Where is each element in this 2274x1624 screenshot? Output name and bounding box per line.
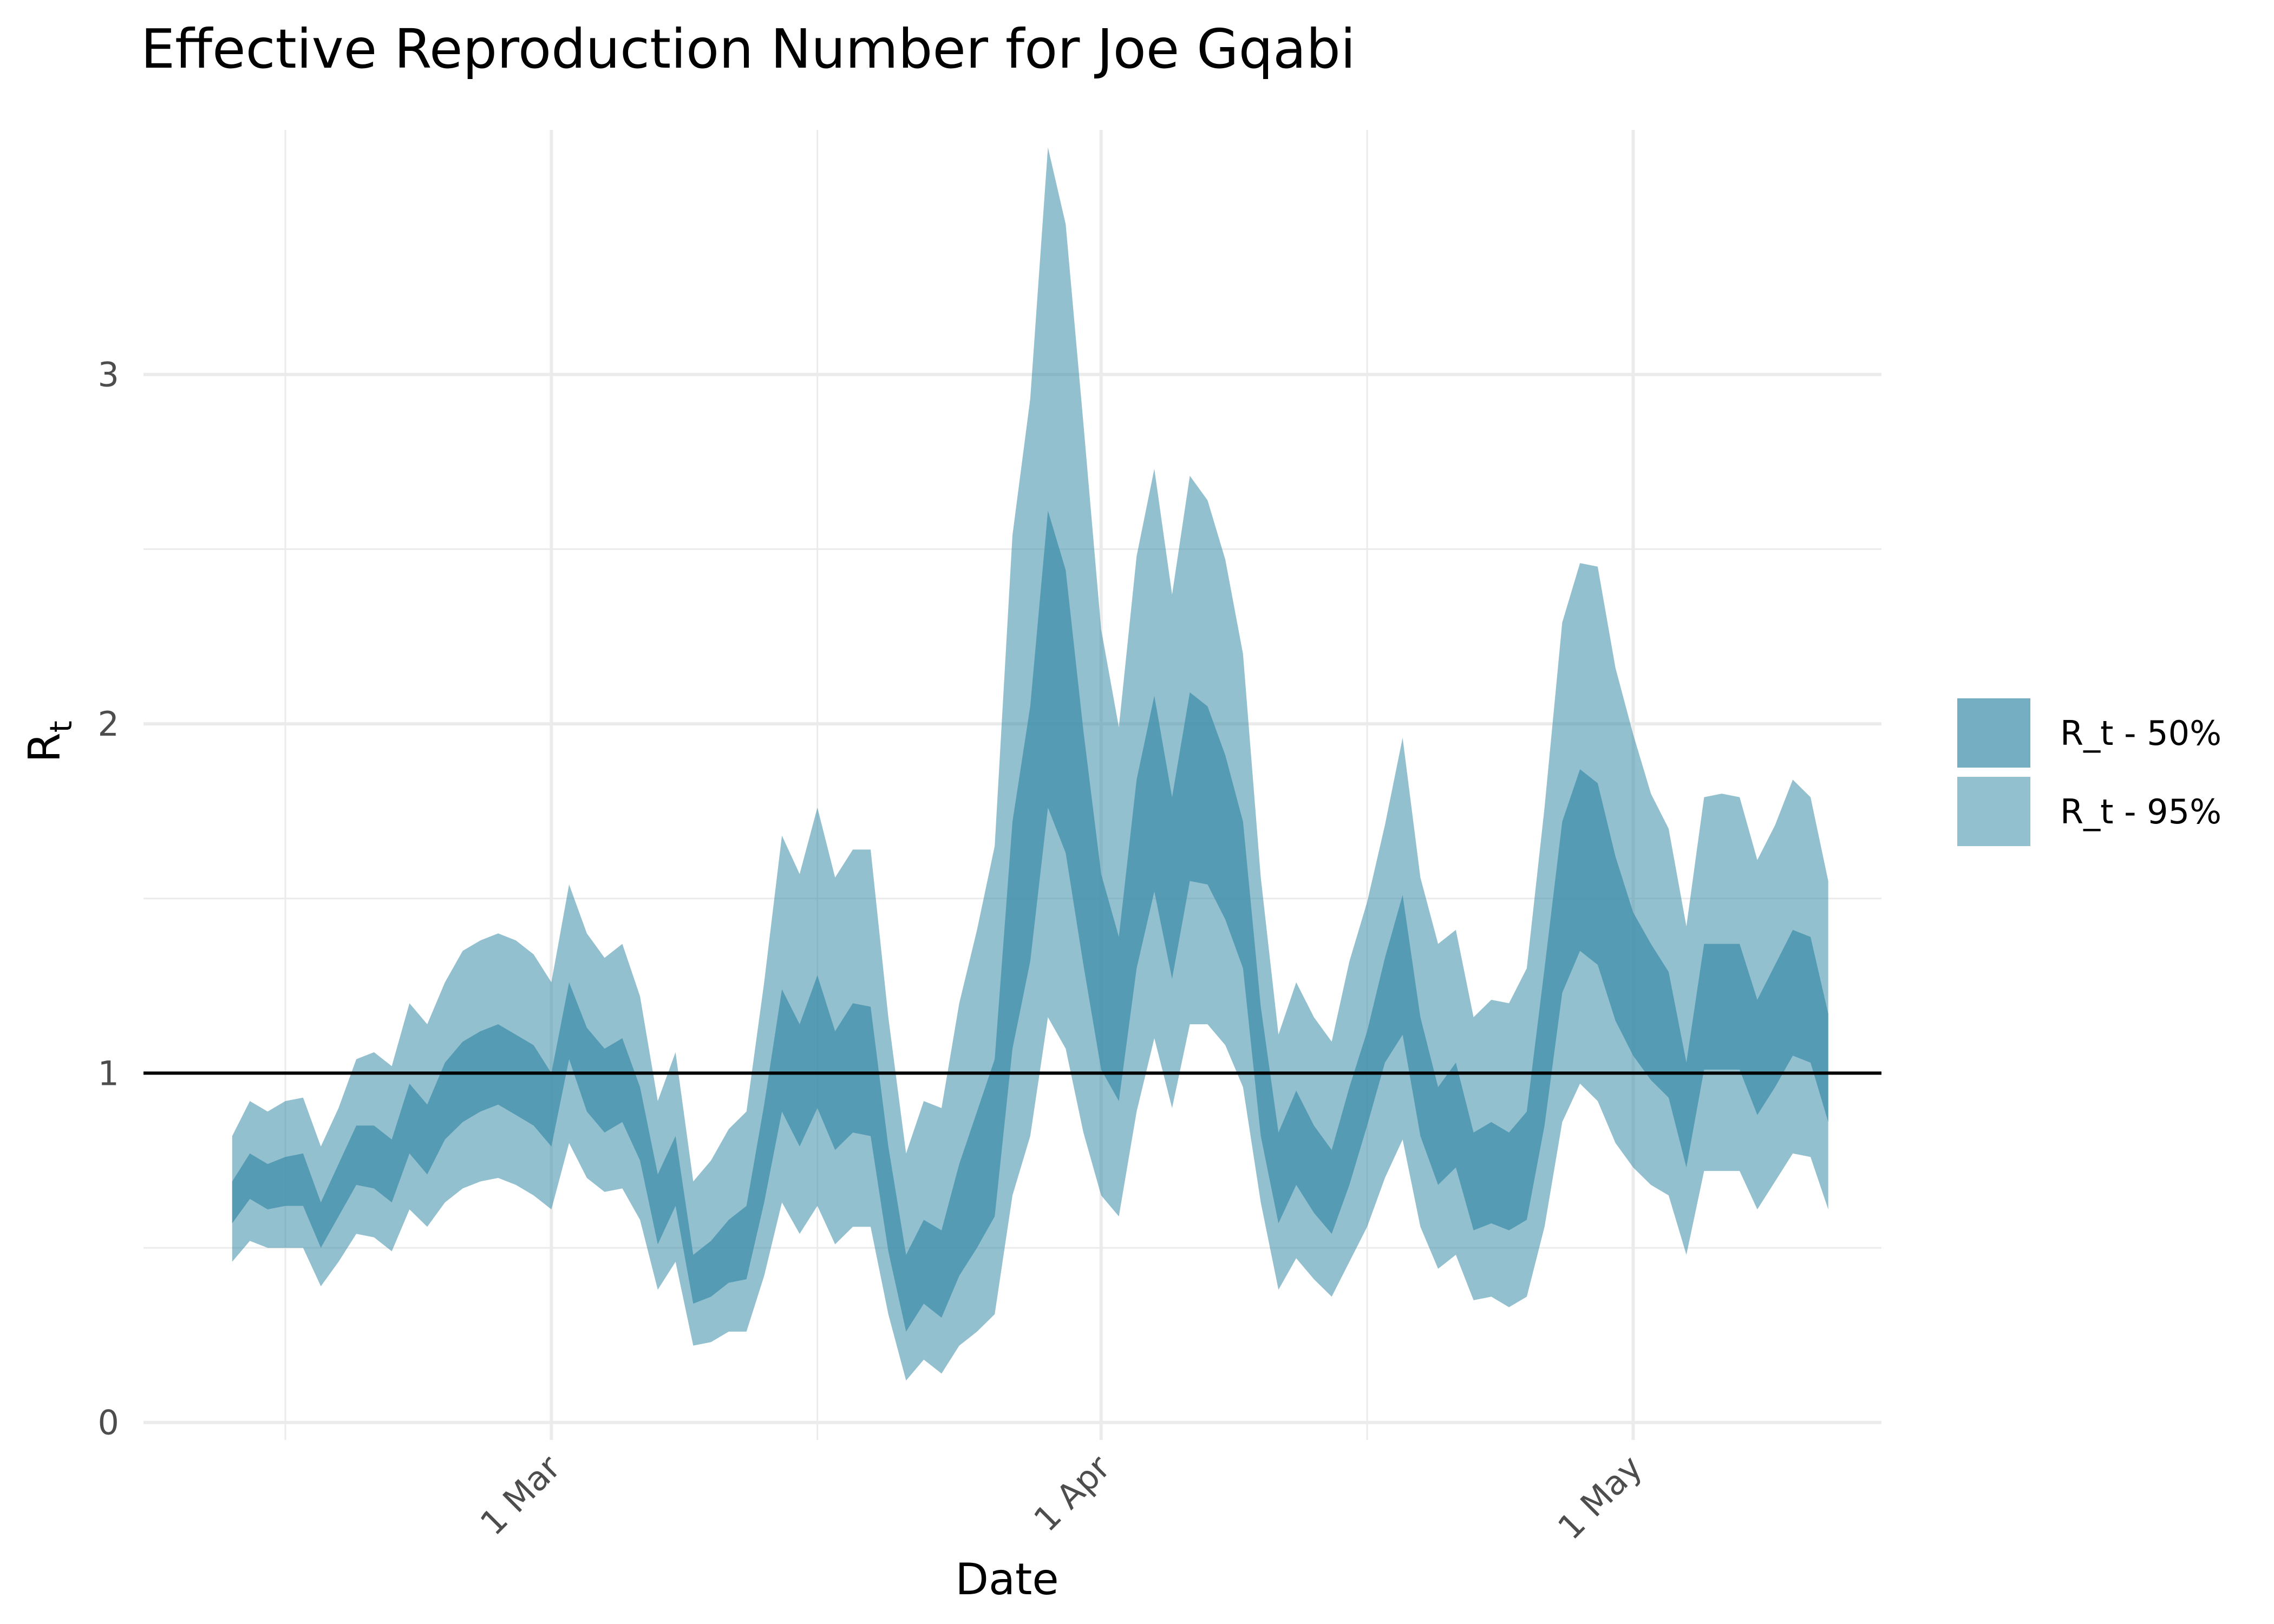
legend: R_t - 50% R_t - 95% (1957, 698, 2221, 846)
x-tick-label-0: 1 Mar (473, 1448, 568, 1543)
y-axis-title-sub: t (44, 721, 79, 732)
y-axis-title: Rt (19, 721, 79, 763)
y-tick-label-2: 2 (98, 704, 119, 744)
bands (232, 147, 1828, 1381)
legend-label-r-t-50: R_t - 50% (2060, 713, 2221, 753)
y-axis-title-group: Rt (19, 721, 79, 763)
x-axis-title: Date (955, 1554, 1058, 1605)
band-r-t-50 (232, 510, 1828, 1332)
y-axis-ticks: 0 1 2 3 (98, 355, 119, 1443)
y-axis-title-main: R (19, 732, 70, 763)
x-tick-label-2: 1 May (1550, 1448, 1650, 1547)
chart-title: Effective Reproduction Number for Joe Gq… (141, 17, 1356, 81)
y-tick-label-3: 3 (98, 355, 119, 395)
y-tick-label-0: 0 (98, 1403, 119, 1443)
x-tick-label-1: 1 Apr (1026, 1448, 1118, 1540)
x-axis-ticks: 1 Mar 1 Apr 1 May (473, 1448, 1650, 1547)
legend-key-r-t-95 (1957, 777, 2030, 846)
legend-key-r-t-50 (1957, 698, 2030, 768)
legend-label-r-t-95: R_t - 95% (2060, 792, 2221, 831)
y-tick-label-1: 1 (98, 1053, 119, 1093)
